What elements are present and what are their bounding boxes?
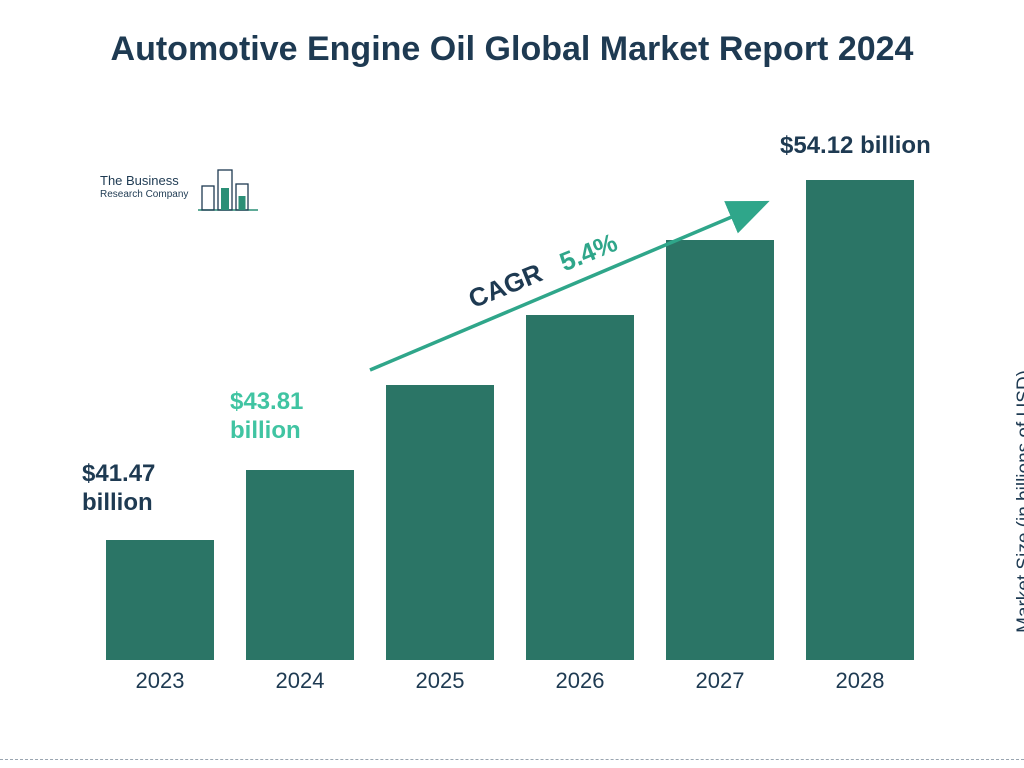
chart-title: Automotive Engine Oil Global Market Repo…: [0, 28, 1024, 71]
bar: [806, 180, 914, 660]
bar-slot: 2024: [230, 470, 370, 660]
bar: [106, 540, 214, 660]
x-axis-label: 2024: [230, 668, 370, 694]
bar-slot: 2028: [790, 180, 930, 660]
value-label: $41.47billion: [82, 460, 155, 518]
bar: [246, 470, 354, 660]
value-label: $54.12 billion: [780, 132, 931, 161]
bar: [386, 385, 494, 660]
bar-slot: 2025: [370, 385, 510, 660]
x-axis-label: 2027: [650, 668, 790, 694]
footer-rule: [0, 759, 1024, 760]
x-axis-label: 2026: [510, 668, 650, 694]
bar-slot: 2023: [90, 540, 230, 660]
x-axis-label: 2025: [370, 668, 510, 694]
x-axis-label: 2023: [90, 668, 230, 694]
value-label: $43.81billion: [230, 388, 303, 446]
y-axis-label: Market Size (in billions of USD): [1014, 370, 1024, 633]
cagr-arrow: [350, 180, 790, 400]
x-axis-label: 2028: [790, 668, 930, 694]
